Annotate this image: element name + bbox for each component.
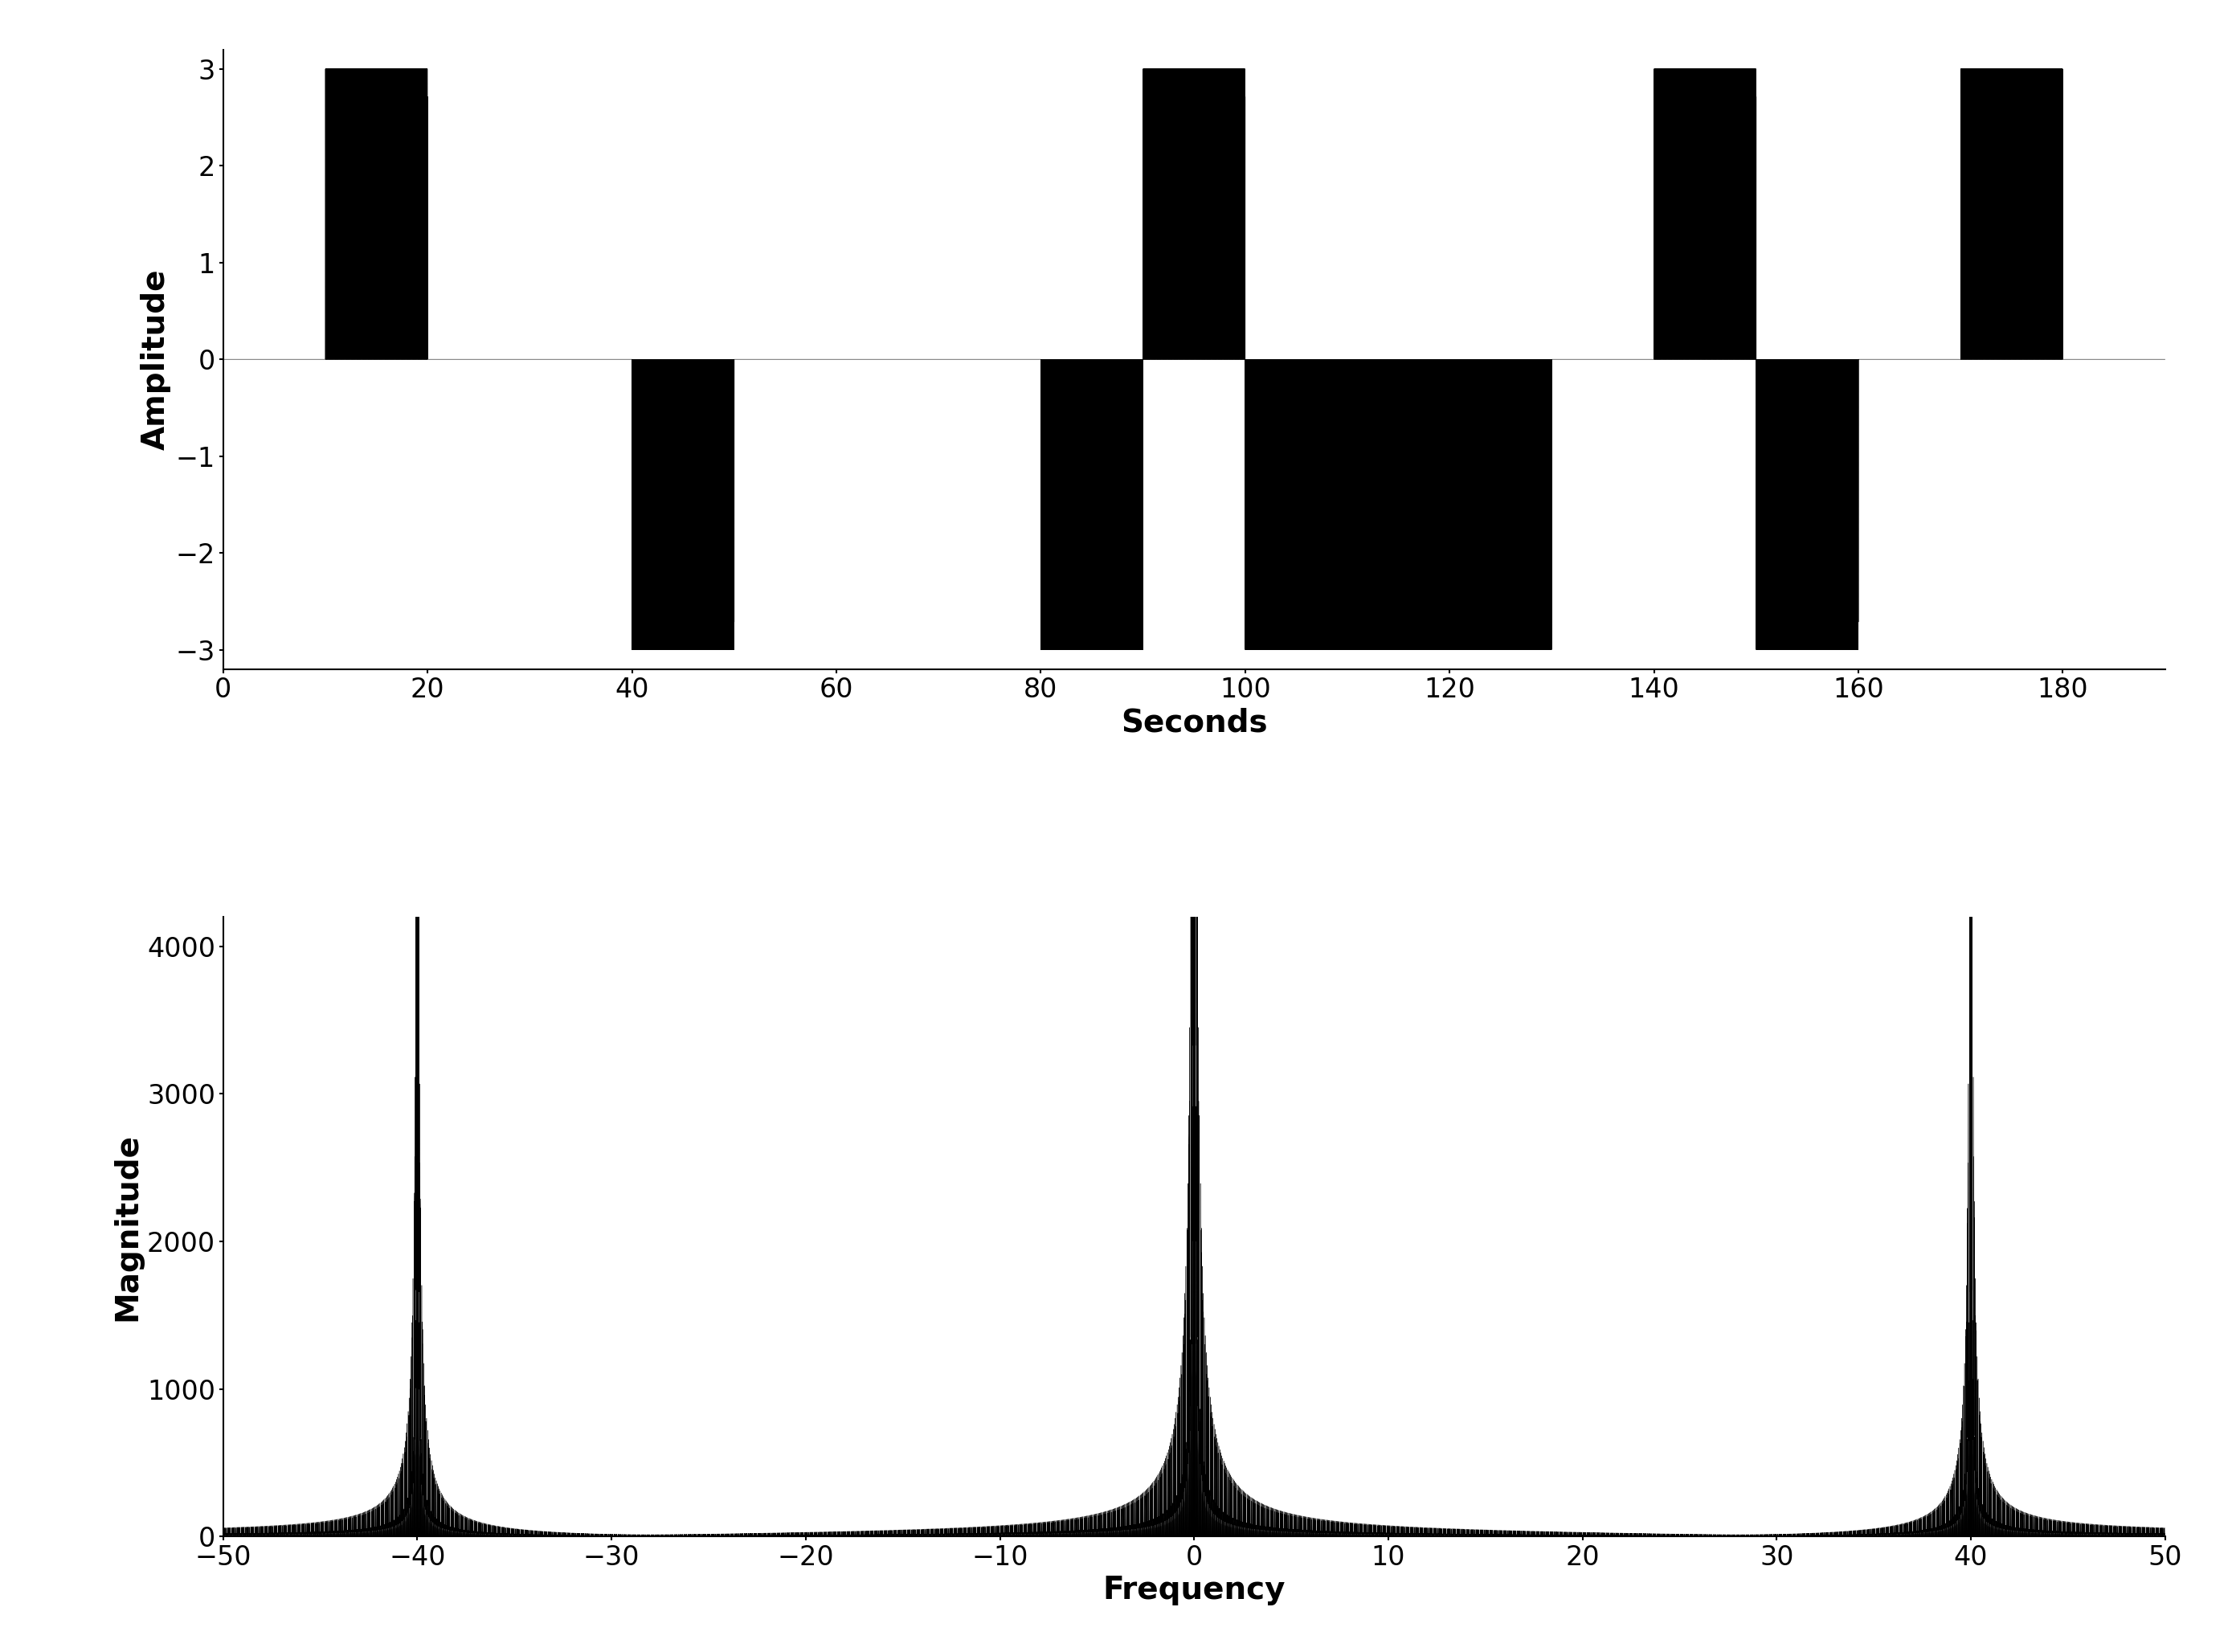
- Y-axis label: Amplitude: Amplitude: [141, 269, 172, 449]
- X-axis label: Frequency: Frequency: [1103, 1574, 1286, 1606]
- X-axis label: Seconds: Seconds: [1120, 707, 1268, 738]
- Y-axis label: Magnitude: Magnitude: [112, 1133, 143, 1320]
